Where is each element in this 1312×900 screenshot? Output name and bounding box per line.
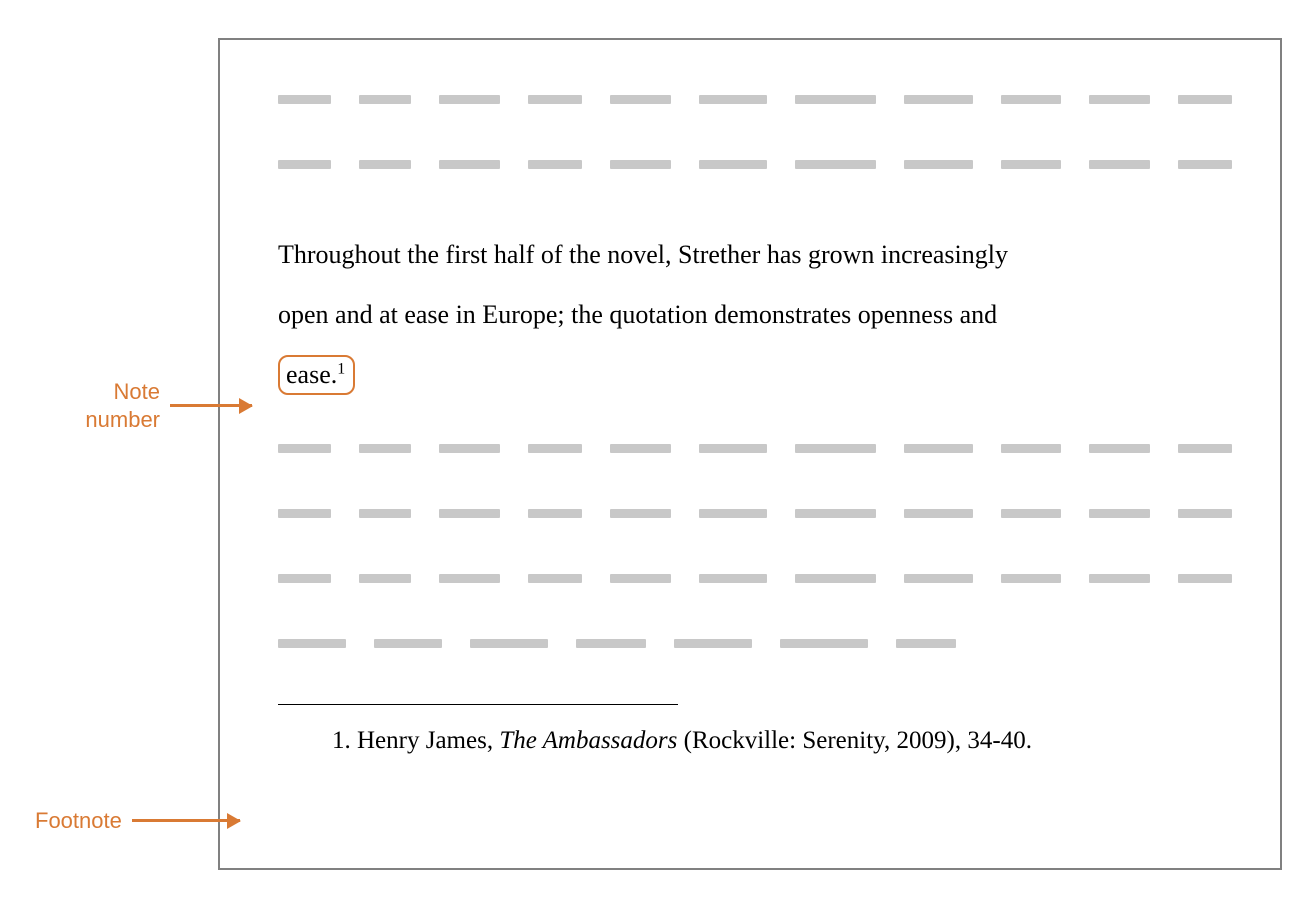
arrow-icon bbox=[170, 404, 252, 407]
placeholder-dash bbox=[359, 160, 412, 169]
placeholder-dash bbox=[528, 574, 582, 583]
annotation-note-number: Note number bbox=[70, 378, 252, 433]
placeholder-dash bbox=[610, 574, 671, 583]
placeholder-dash bbox=[1178, 95, 1232, 104]
footnote-title: The Ambassadors bbox=[499, 727, 677, 754]
placeholder-dash bbox=[439, 574, 500, 583]
placeholder-dash bbox=[1001, 444, 1062, 453]
placeholder-dash bbox=[439, 444, 500, 453]
placeholder-dash bbox=[1089, 574, 1150, 583]
placeholder-dash bbox=[1178, 509, 1232, 518]
placeholder-dash bbox=[278, 95, 331, 104]
placeholder-line bbox=[278, 160, 1232, 169]
body-paragraph: Throughout the first half of the novel, … bbox=[278, 225, 1232, 404]
placeholder-dash bbox=[439, 95, 500, 104]
footnote-author: Henry James, bbox=[357, 727, 493, 754]
placeholder-line bbox=[278, 574, 1232, 583]
placeholder-dash bbox=[904, 444, 972, 453]
placeholder-dash bbox=[904, 509, 972, 518]
annotation-footnote-label: Footnote bbox=[35, 807, 122, 835]
note-number-highlight: ease.1 bbox=[278, 355, 355, 396]
annotation-note-number-label: Note number bbox=[70, 378, 160, 433]
placeholder-dash bbox=[610, 509, 671, 518]
placeholder-line bbox=[278, 639, 1232, 648]
placeholder-line bbox=[278, 509, 1232, 518]
placeholder-dash bbox=[904, 574, 972, 583]
body-line-1: Throughout the first half of the novel, … bbox=[278, 225, 1232, 285]
placeholder-dash bbox=[795, 160, 876, 169]
placeholder-dash bbox=[374, 639, 442, 648]
placeholder-dash bbox=[359, 444, 412, 453]
placeholder-dash bbox=[610, 160, 671, 169]
placeholder-dash bbox=[359, 509, 412, 518]
footnote-rest: (Rockville: Serenity, 2009), 34-40. bbox=[684, 727, 1032, 754]
placeholder-dash bbox=[699, 160, 767, 169]
placeholder-dash bbox=[278, 509, 331, 518]
arrow-icon bbox=[132, 819, 240, 822]
placeholder-dash bbox=[1001, 160, 1062, 169]
placeholder-dash bbox=[699, 444, 767, 453]
placeholder-line bbox=[278, 95, 1232, 104]
footnote-entry: 1. Henry James, The Ambassadors (Rockvil… bbox=[278, 727, 1232, 755]
body-line-2: open and at ease in Europe; the quotatio… bbox=[278, 285, 1232, 345]
placeholder-dash bbox=[278, 160, 331, 169]
note-superscript: 1 bbox=[337, 360, 345, 377]
placeholder-dash bbox=[795, 444, 876, 453]
placeholder-dash bbox=[1089, 444, 1150, 453]
placeholder-dash bbox=[904, 160, 972, 169]
placeholder-dash bbox=[359, 574, 412, 583]
placeholder-region-bottom bbox=[278, 444, 1232, 648]
placeholder-line bbox=[278, 444, 1232, 453]
footnote-number: 1. bbox=[332, 727, 351, 754]
placeholder-dash bbox=[699, 95, 767, 104]
placeholder-dash bbox=[528, 444, 582, 453]
placeholder-dash bbox=[699, 509, 767, 518]
placeholder-dash bbox=[576, 639, 646, 648]
placeholder-dash bbox=[1089, 160, 1150, 169]
placeholder-dash bbox=[528, 95, 582, 104]
placeholder-dash bbox=[1001, 574, 1062, 583]
placeholder-region-top bbox=[278, 95, 1232, 169]
placeholder-dash bbox=[359, 95, 412, 104]
placeholder-dash bbox=[610, 95, 671, 104]
placeholder-dash bbox=[896, 639, 956, 648]
placeholder-dash bbox=[1178, 444, 1232, 453]
placeholder-dash bbox=[278, 574, 331, 583]
placeholder-dash bbox=[278, 639, 346, 648]
placeholder-dash bbox=[699, 574, 767, 583]
placeholder-dash bbox=[904, 95, 972, 104]
placeholder-dash bbox=[674, 639, 752, 648]
placeholder-dash bbox=[439, 160, 500, 169]
placeholder-dash bbox=[470, 639, 548, 648]
body-line-3: ease.1 bbox=[278, 345, 355, 405]
placeholder-dash bbox=[1089, 95, 1150, 104]
placeholder-dash bbox=[528, 160, 582, 169]
placeholder-dash bbox=[528, 509, 582, 518]
placeholder-dash bbox=[795, 574, 876, 583]
placeholder-dash bbox=[610, 444, 671, 453]
placeholder-dash bbox=[278, 444, 331, 453]
note-word: ease. bbox=[286, 360, 337, 389]
placeholder-dash bbox=[1089, 509, 1150, 518]
placeholder-dash bbox=[1178, 160, 1232, 169]
placeholder-dash bbox=[795, 95, 876, 104]
placeholder-dash bbox=[1178, 574, 1232, 583]
placeholder-dash bbox=[780, 639, 868, 648]
annotation-footnote: Footnote bbox=[35, 807, 240, 835]
footnote-separator bbox=[278, 704, 678, 705]
placeholder-dash bbox=[1001, 95, 1062, 104]
document-page: Throughout the first half of the novel, … bbox=[218, 38, 1282, 870]
placeholder-dash bbox=[1001, 509, 1062, 518]
placeholder-dash bbox=[439, 509, 500, 518]
placeholder-dash bbox=[795, 509, 876, 518]
